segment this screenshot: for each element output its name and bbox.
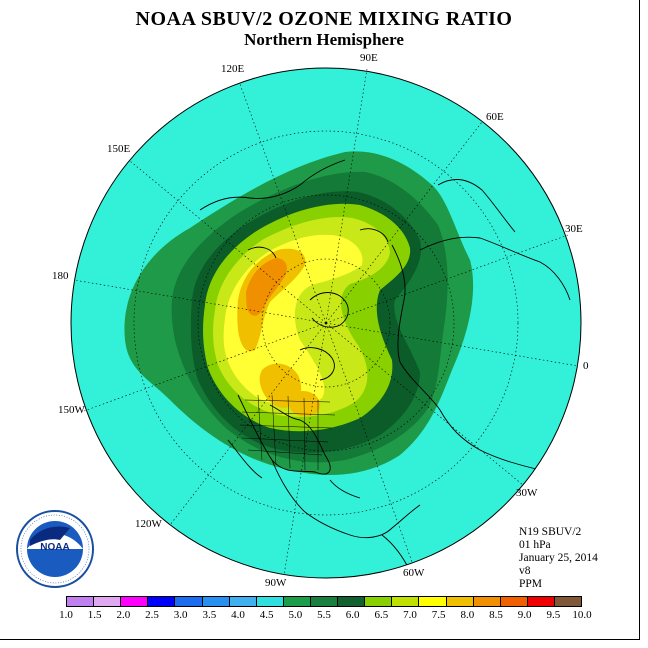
lon-label: 120E [221,63,245,75]
colorbar-swatch [94,597,122,606]
colorbar-tick-label: 9.5 [546,609,561,621]
colorbar-tick-label: 8.0 [460,609,475,621]
colorbar-tick-label: 6.5 [374,609,389,621]
colorbar-swatch [473,597,501,606]
colorbar-swatch [121,597,149,606]
colorbar-swatch [527,597,555,606]
colorbar [66,596,582,607]
pressure-level: 01 hPa [519,539,551,551]
colorbar-swatch [554,597,582,606]
colorbar-tick-label: 5.5 [317,609,331,621]
lon-label: 30E [565,223,583,235]
colorbar-tick-label: 2.5 [145,609,159,621]
colorbar-swatch [202,597,230,606]
lon-label: 180 [52,270,69,282]
colorbar-tick-label: 1.0 [59,609,73,621]
info-block: N19 SBUV/2 01 hPa January 25, 2014 v8 PP… [519,526,598,591]
graticule [73,68,579,576]
map-title: NOAA SBUV/2 OZONE MIXING RATIO [135,8,513,30]
colorbar-swatch [67,597,95,606]
colorbar-swatch [256,597,284,606]
colorbar-tick-label: 2.0 [116,609,131,621]
colorbar-tick-label: 5.0 [288,609,303,621]
longitude-labels: 90E 60E 30E 0 30W 60W 90W 120W 150W 180 … [52,52,589,589]
state-borders [239,394,336,471]
figure-frame [0,0,640,640]
colorbar-tick-label: 9.0 [517,609,532,621]
logo-wordmark: NOAA [40,542,69,553]
colorbar-swatch [229,597,257,606]
lon-label: 30W [516,487,538,499]
colorbar-swatch [392,597,420,606]
colorbar-tick-label: 3.5 [202,609,217,621]
ozone-field [124,151,474,475]
colorbar-swatch [419,597,447,606]
colorbar-swatch [310,597,339,606]
instrument-label: N19 SBUV/2 [519,526,582,538]
colorbar-swatch [148,597,176,606]
lon-label: 120W [135,518,163,530]
colorbar-swatch [365,597,393,606]
lon-label: 90E [360,52,378,64]
lon-label: 150W [58,404,86,416]
noaa-logo: NOAA [16,510,94,588]
colorbar-tick-label: 6.0 [345,609,360,621]
coastlines [199,159,571,578]
contour-8-5 [246,258,287,316]
colorbar-tick-label: 3.0 [173,609,188,621]
lon-label: 90W [265,577,287,589]
lon-label: 0 [583,360,589,372]
colorbar-swatch [283,597,311,606]
map-subtitle: Northern Hemisphere [244,30,404,49]
date-label: January 25, 2014 [519,552,598,564]
colorbar-tick-label: 8.5 [489,609,503,621]
lon-label: 60E [486,111,504,123]
colorbar-tick-label: 4.5 [259,609,274,621]
colorbar-swatch [500,597,528,606]
lon-label: 150E [107,143,131,155]
units-label: PPM [519,578,543,590]
colorbar-swatch [175,597,203,606]
colorbar-swatch [338,597,366,606]
lon-label: 60W [403,567,425,579]
colorbar-tick-label: 4.0 [231,609,245,621]
colorbar-tick-label: 1.5 [87,609,102,621]
disc-outline [70,67,582,579]
version-label: v8 [519,565,531,577]
colorbar-tick-label: 10.0 [572,609,592,621]
colorbar-labels: 1.0 1.5 2.0 2.5 3.0 3.5 4.0 4.5 5.0 5.5 6.0 6.5 7.0 7… [0,609,648,625]
colorbar-tick-label: 7.0 [403,609,417,621]
colorbar-tick-label: 7.5 [431,609,446,621]
contour-8-0-east [288,390,321,417]
colorbar-swatch [446,597,474,606]
